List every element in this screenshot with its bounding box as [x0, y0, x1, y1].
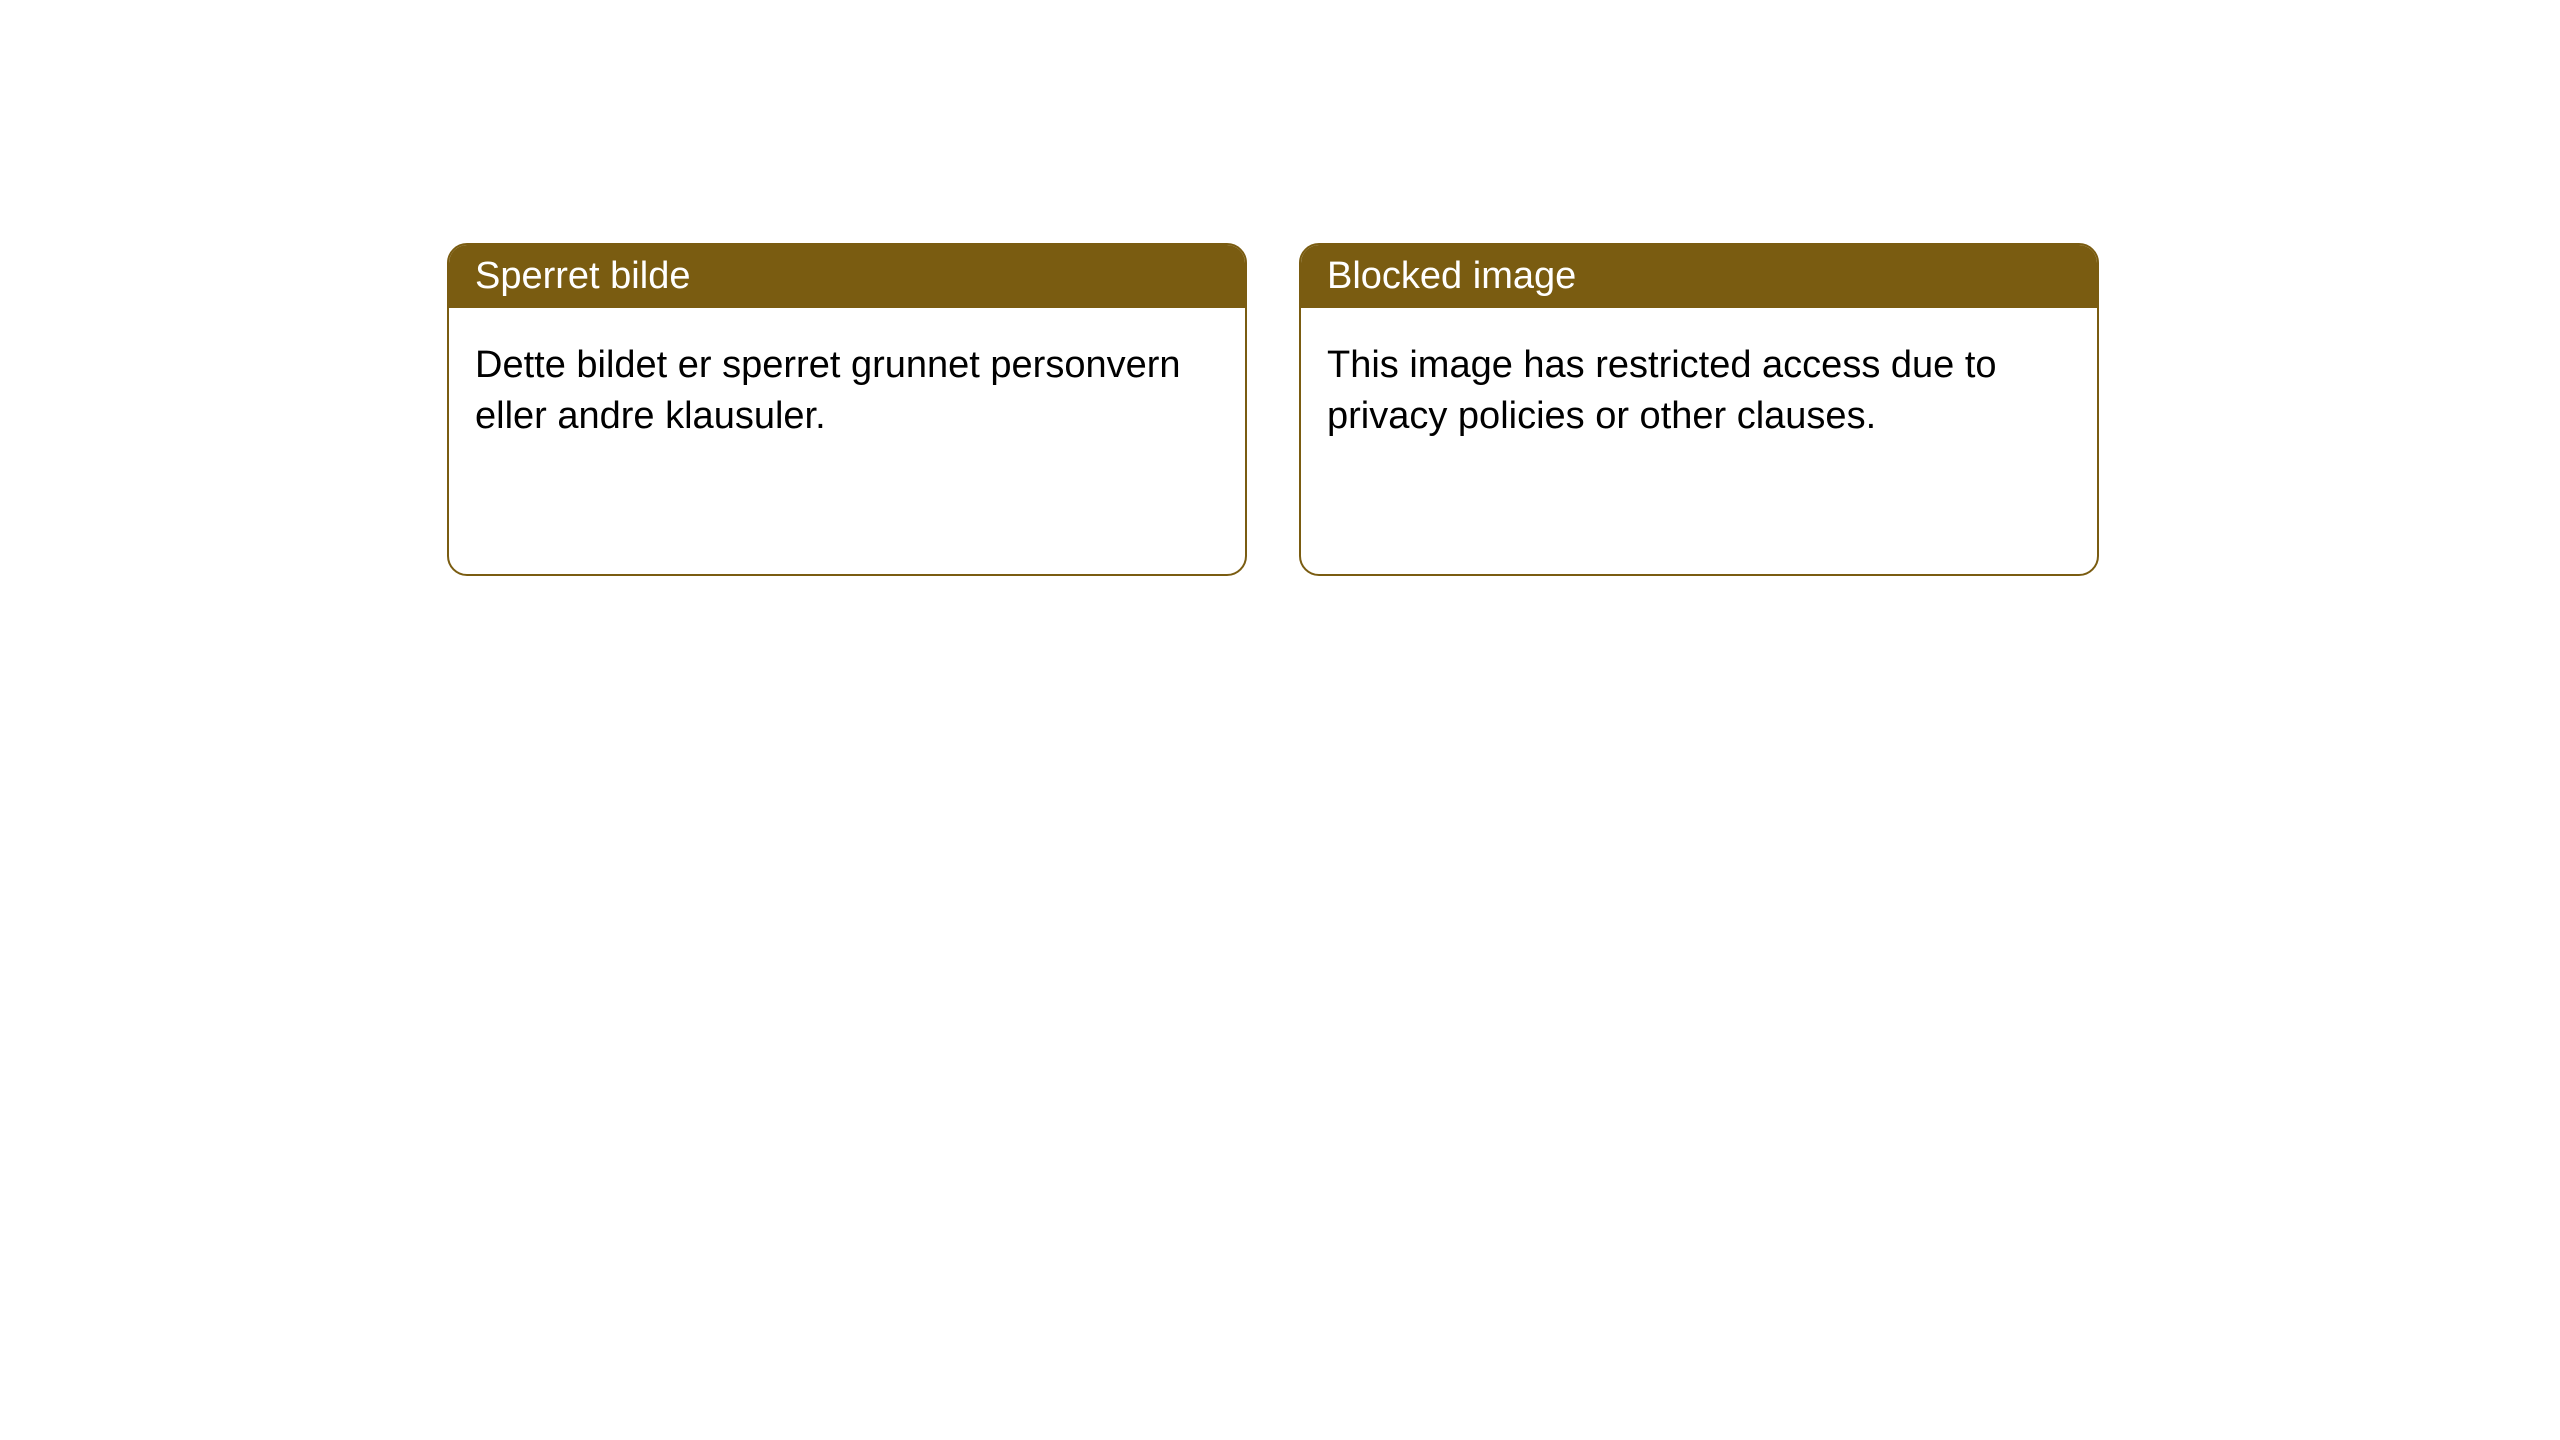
notice-body: Dette bildet er sperret grunnet personve… [449, 308, 1245, 475]
notice-box-norwegian: Sperret bilde Dette bildet er sperret gr… [447, 243, 1247, 576]
notice-body: This image has restricted access due to … [1301, 308, 2097, 475]
notice-header: Sperret bilde [449, 245, 1245, 308]
notice-container: Sperret bilde Dette bildet er sperret gr… [0, 0, 2560, 576]
notice-box-english: Blocked image This image has restricted … [1299, 243, 2099, 576]
notice-header: Blocked image [1301, 245, 2097, 308]
